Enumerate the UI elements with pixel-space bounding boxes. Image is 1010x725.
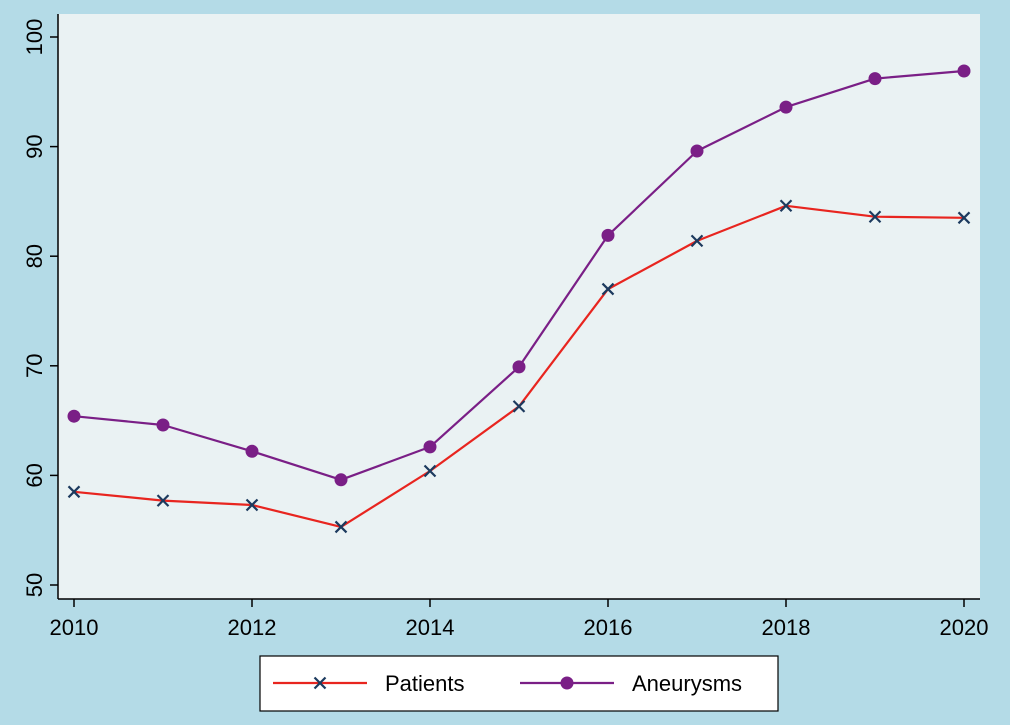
- x-tick-label: 2010: [50, 615, 99, 640]
- aneurysms-point: [156, 418, 170, 432]
- plot-area: [58, 14, 980, 599]
- legend: Patients Aneurysms: [259, 655, 779, 712]
- aneurysms-point: [690, 144, 704, 158]
- aneurysms-point: [957, 64, 971, 78]
- patients-point: [423, 464, 437, 478]
- cross-stroke: [156, 494, 170, 507]
- x-tick-label: 2018: [762, 615, 811, 640]
- legend-aneurysms-label: Aneurysms: [632, 671, 742, 696]
- x-axis: 2010 2012 2014 2016 2018 2020: [50, 598, 989, 640]
- cross-stroke: [245, 498, 259, 512]
- legend-patients-marker: [313, 676, 327, 690]
- aneurysms-point: [601, 228, 615, 242]
- aneurysms-point: [868, 72, 882, 86]
- patients-point: [601, 282, 615, 296]
- y-tick-label: 60: [22, 463, 47, 487]
- aneurysms-point: [423, 440, 437, 454]
- y-tick-label: 50: [22, 573, 47, 597]
- cross-stroke: [690, 234, 704, 248]
- patients-point: [868, 210, 882, 224]
- patients-point: [512, 400, 526, 413]
- patients-point: [779, 199, 793, 213]
- cross-stroke: [334, 520, 348, 534]
- patients-point: [957, 211, 971, 225]
- series-layer: [67, 64, 971, 534]
- legend-patients-label: Patients: [385, 671, 465, 696]
- y-tick-label: 100: [22, 19, 47, 56]
- y-tick-label: 80: [22, 244, 47, 268]
- patients-point: [156, 494, 170, 507]
- y-tick-label: 90: [22, 134, 47, 158]
- x-tick-label: 2012: [228, 615, 277, 640]
- aneurysms-point: [512, 360, 526, 374]
- aneurysms-point: [245, 444, 259, 458]
- cross-stroke: [868, 210, 882, 224]
- cross-stroke: [512, 400, 526, 413]
- cross-stroke: [67, 485, 81, 499]
- patients-point: [690, 234, 704, 248]
- x-tick-label: 2014: [406, 615, 455, 640]
- x-tick-label: 2020: [940, 615, 989, 640]
- cross-stroke: [313, 676, 327, 690]
- patients-point: [67, 485, 81, 499]
- cross-stroke: [601, 282, 615, 296]
- patients-point: [334, 520, 348, 534]
- y-tick-label: 70: [22, 354, 47, 378]
- aneurysms-point: [779, 100, 793, 114]
- patients-point: [245, 498, 259, 512]
- legend-aneurysms-marker: [560, 676, 574, 690]
- y-axis: 50 60 70 80 90 100: [22, 14, 59, 599]
- aneurysms-point: [334, 473, 348, 487]
- cross-stroke: [423, 464, 437, 478]
- cross-stroke: [779, 199, 793, 213]
- cross-stroke: [957, 211, 971, 225]
- aneurysms-point: [67, 409, 81, 423]
- x-tick-label: 2016: [584, 615, 633, 640]
